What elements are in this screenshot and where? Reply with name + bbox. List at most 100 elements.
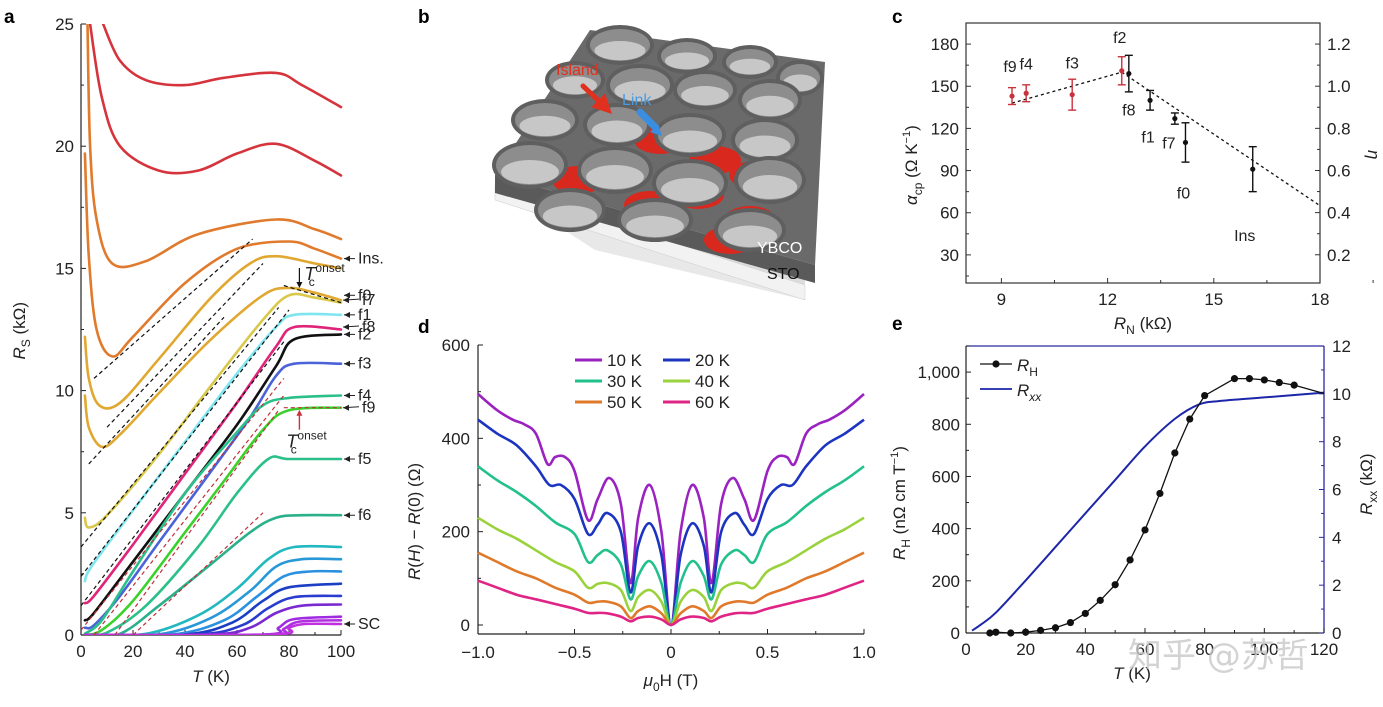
arrow-head: [344, 512, 350, 519]
rh-data-point: [1111, 581, 1119, 589]
watermark: 知乎 @苏哲: [1128, 636, 1309, 676]
series-line-f6: [83, 513, 343, 635]
series-line-20k: [477, 418, 865, 627]
series-line-SC8: [83, 619, 343, 635]
y-axis-label: αcp (Ω K−1): [901, 125, 925, 205]
curve-label-SC: SC: [358, 616, 380, 633]
y-right-tick-label: 0.4: [1327, 204, 1351, 223]
y-axis-label: R(H) − R(0) (Ω): [405, 463, 424, 580]
arrow-head: [344, 456, 350, 463]
fit-dash-line: [81, 307, 280, 548]
series-line-Ins.: [83, 152, 343, 358]
series-group: [81, 24, 343, 635]
y-tick-label: 600: [442, 336, 470, 355]
fit-dash-line: [88, 316, 225, 465]
point-label-Ins: Ins: [1234, 228, 1255, 245]
x-tick-label: 100: [1250, 640, 1278, 659]
data-point-f0: [1182, 139, 1189, 146]
ybco-label: YBCO: [757, 240, 802, 257]
hole-floor: [661, 178, 719, 202]
y-tick-label: 90: [940, 162, 959, 181]
series-line-f0a: [83, 254, 343, 410]
y-tick-label: 200: [932, 572, 960, 591]
y-tick-label: 30: [940, 246, 959, 265]
series-line-rh: [989, 377, 1325, 634]
series-line-f2: [83, 333, 343, 622]
curve-label-f2: f2: [358, 326, 371, 343]
curve-label-Ins.: Ins.: [358, 251, 384, 268]
x-axis-label: T (K): [192, 667, 230, 686]
point-label-f2: f2: [1113, 30, 1126, 47]
arrow-head: [344, 255, 350, 262]
panel-b-diagram: Island Link YBCO STO: [492, 25, 825, 301]
y-right-tick-label: 1.0: [1327, 77, 1351, 96]
series-line-f9: [83, 406, 343, 635]
panel-d-chart: 0 200 400 600 −1.0 −0.5 0 0.5 1.0 μ0H (T) R(H) − R…: [405, 336, 876, 694]
series-line-30k: [477, 465, 865, 627]
y-tick-label: 200: [442, 523, 470, 542]
curve-label-f9: f9: [362, 400, 375, 417]
data-point-f4: [1023, 90, 1029, 96]
panel-label-d: d: [418, 317, 430, 338]
fit-dash-line: [93, 238, 253, 379]
rh-data-point: [1141, 526, 1149, 534]
x-tick-label: 0: [961, 640, 970, 659]
arrow-head: [343, 297, 349, 304]
hole-floor: [501, 160, 559, 184]
x-tick-label: 60: [228, 642, 247, 661]
series-line-f1: [83, 312, 343, 583]
y-axis-label: RH (nΩ cm T−1): [889, 446, 913, 560]
hole-floor: [664, 52, 710, 70]
y-right-tick-label: 10: [1332, 385, 1351, 404]
x-tick-label: 100: [327, 642, 355, 661]
y-tick-label: 60: [940, 204, 959, 223]
series-line-SC6: [83, 603, 343, 635]
y-right-tick-label: 6: [1332, 481, 1341, 500]
hole-floor: [742, 175, 798, 199]
legend-label: 40 K: [695, 372, 731, 391]
y-axis-label: RS (kΩ): [10, 302, 33, 360]
legend-label-rh: RH: [1017, 356, 1038, 379]
y-tick-label: 180: [931, 35, 959, 54]
fit-dash-line: [81, 378, 285, 631]
y-right-tick-label: 1.2: [1327, 35, 1351, 54]
rh-data-point: [1126, 556, 1134, 564]
y-tick-label: 400: [932, 520, 960, 539]
tc-arrowhead-black: [296, 281, 303, 288]
y-tick-label: 20: [55, 137, 74, 156]
curve-label-f7: f7: [362, 292, 375, 309]
rh-data-point: [992, 628, 1000, 636]
arrow-head: [344, 621, 350, 628]
tc-onset-label-black: Tonset c: [304, 261, 345, 289]
series-line-SC3: [83, 569, 343, 635]
legend-marker-rh: [992, 360, 1000, 368]
y-right-axis-label: η: [1364, 150, 1383, 159]
series-line-f0: [83, 286, 343, 449]
series-line-50k: [477, 551, 865, 627]
data-point-f3: [1069, 92, 1075, 98]
x-tick-label: 0: [76, 642, 85, 661]
rh-data-point: [1186, 415, 1194, 423]
x-tick-label: −1.0: [461, 643, 495, 662]
hole-floor: [586, 165, 644, 189]
curve-label-f6: f6: [358, 507, 371, 524]
rh-data-point: [1245, 375, 1254, 383]
rh-data-point: [1036, 626, 1045, 634]
hole-floor: [729, 58, 771, 75]
y-right-axis-label: Rxx (kΩ): [1357, 453, 1380, 515]
x-tick-label: 1.0: [852, 643, 876, 662]
rh-data-point: [1275, 378, 1283, 387]
y-right-tick-label: 0.8: [1327, 119, 1351, 138]
x-tick-label: 12: [1098, 290, 1117, 309]
curve-label-f5: f5: [358, 451, 371, 468]
arrow-head: [344, 392, 350, 399]
hole-floor: [662, 130, 718, 153]
island-label: Island: [556, 62, 599, 79]
data-point-f1: [1147, 97, 1153, 103]
y-tick-label: 1,000: [917, 363, 960, 382]
series-line-10k: [477, 393, 865, 627]
point-label-f8: f8: [1122, 103, 1135, 120]
series-line-Ins-top: [86, 24, 343, 269]
fit-dash-line: [283, 284, 342, 304]
y-tick-label: 400: [442, 429, 470, 448]
